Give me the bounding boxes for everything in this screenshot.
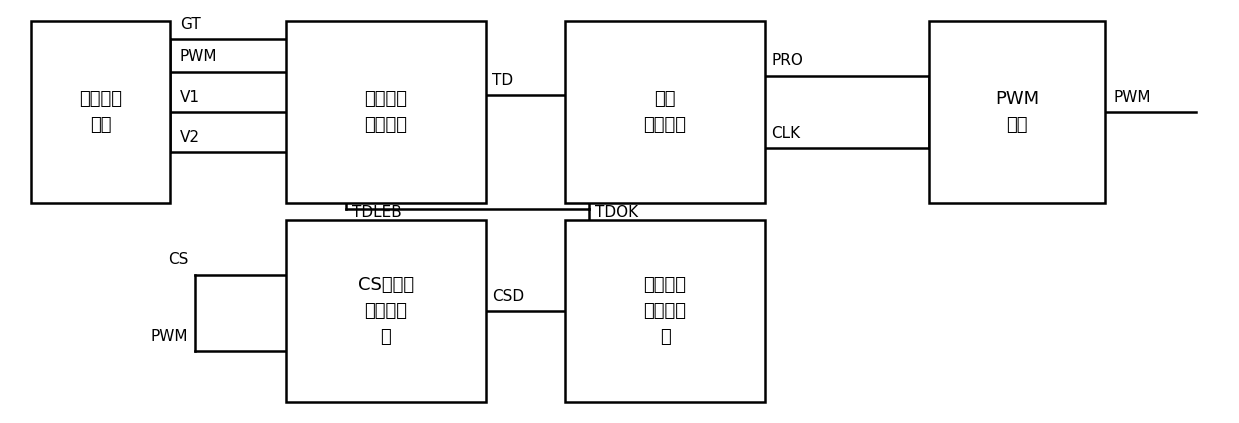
- Bar: [929, 21, 1105, 203]
- Text: PWM: PWM: [180, 49, 218, 64]
- Text: TD: TD: [492, 73, 513, 88]
- Text: GT: GT: [180, 16, 201, 32]
- Text: 带隙基准
电路: 带隙基准 电路: [79, 90, 121, 134]
- Text: PWM
逻辑: PWM 逻辑: [995, 90, 1040, 134]
- Text: CS峰值采
样保持电
路: CS峰值采 样保持电 路: [358, 276, 414, 346]
- Text: 自适应退
磁比较时
间: 自适应退 磁比较时 间: [643, 276, 686, 346]
- Bar: [285, 21, 486, 203]
- Text: V1: V1: [180, 90, 199, 104]
- Text: V2: V2: [180, 130, 199, 145]
- Text: PWM: PWM: [151, 329, 188, 343]
- Text: TDLEB: TDLEB: [352, 205, 401, 220]
- Bar: [565, 21, 766, 203]
- Text: CLK: CLK: [771, 126, 800, 141]
- Text: PRO: PRO: [771, 53, 803, 68]
- Text: TDOK: TDOK: [595, 205, 638, 220]
- Text: 逻辑
判断电路: 逻辑 判断电路: [643, 90, 686, 134]
- Bar: [31, 21, 170, 203]
- Text: CS: CS: [169, 252, 188, 267]
- Text: 退磁时间
检测电路: 退磁时间 检测电路: [364, 90, 408, 134]
- Bar: [565, 220, 766, 402]
- Text: CSD: CSD: [492, 288, 524, 304]
- Text: PWM: PWM: [1114, 90, 1151, 104]
- Bar: [285, 220, 486, 402]
